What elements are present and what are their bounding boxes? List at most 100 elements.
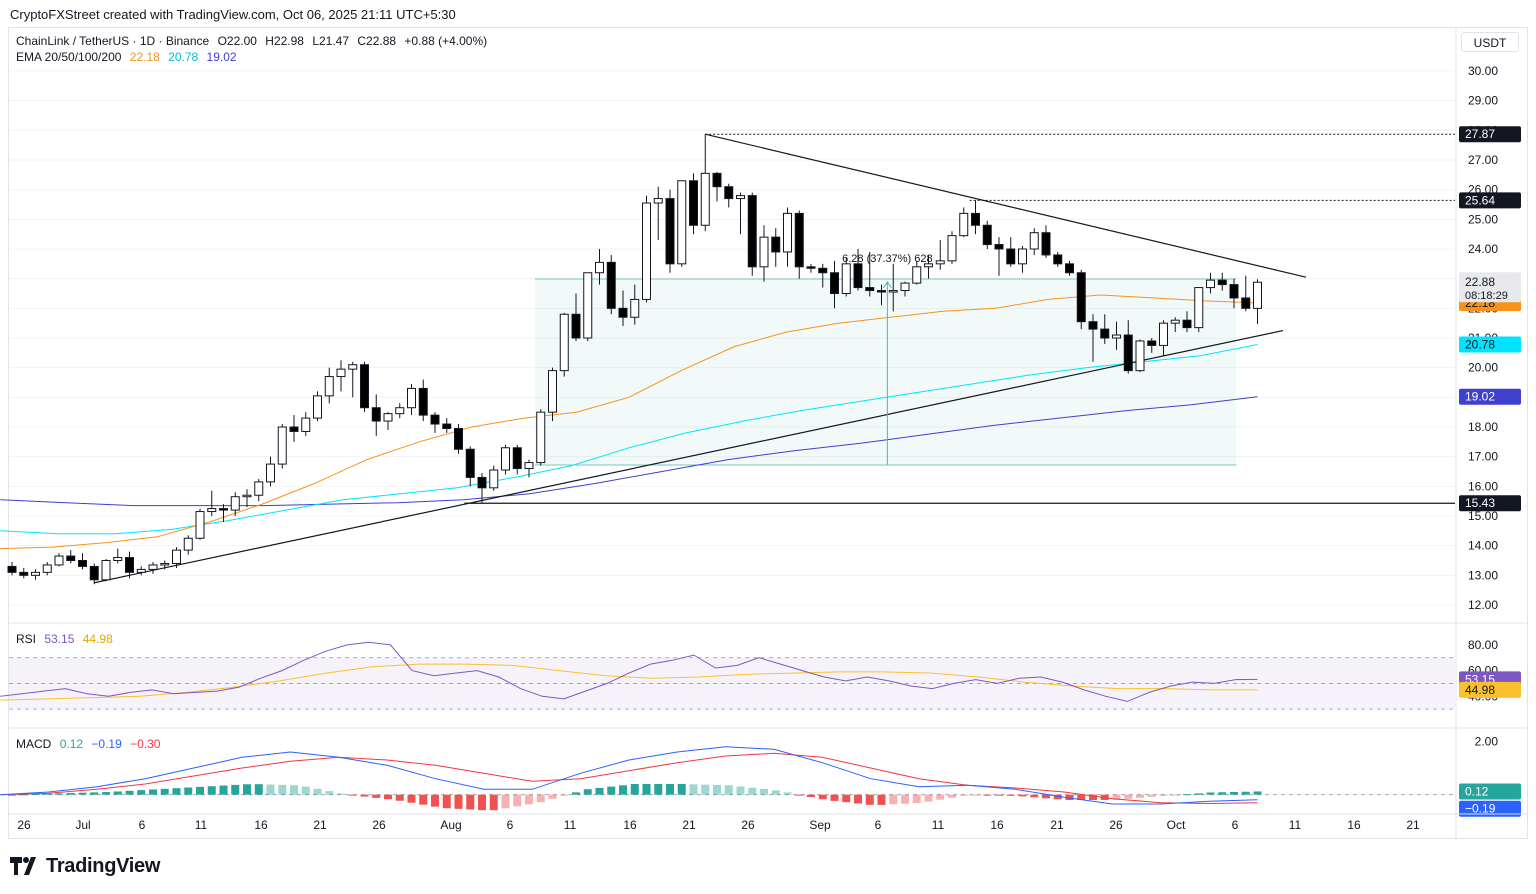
macd-histogram-bar [395,794,404,801]
time-tick-label: 21 [682,818,696,832]
high-value: H22.98 [265,34,304,48]
candle-body [324,376,334,397]
resistance-price-tag-bg [1459,192,1521,209]
macd-histogram-bar [1053,794,1062,800]
chart-frame[interactable] [8,27,1528,839]
candle-body [254,481,264,496]
macd-histogram-bar [290,785,298,795]
macd-histogram-bar [677,784,686,795]
candle-body [653,198,663,204]
candle-body [360,364,369,409]
candle-body [912,266,922,284]
support-price-tag-bg [1459,495,1521,512]
candle-body [465,448,475,478]
candle-body [1217,279,1227,286]
candle-body [1006,248,1016,265]
candle-body [371,407,381,422]
candle-body [830,272,839,295]
tradingview-logo[interactable]: TradingView [10,853,160,879]
macd-histogram-bar [278,784,287,795]
candle-body [1065,263,1074,274]
time-tick-label: 26 [1109,818,1123,832]
time-tick-label: 16 [990,818,1004,832]
macd-histogram-bar [595,787,604,795]
candle-body [1041,232,1051,256]
macd-histogram-bar [536,794,545,803]
price-tick-label: 18.00 [1468,420,1498,434]
price-tick-label: 24.00 [1468,242,1498,256]
macd-histogram-bar [818,794,827,800]
time-tick-label: 26 [372,818,386,832]
macd-histogram-bar [807,794,815,798]
currency-selector[interactable]: USDT [1461,32,1519,52]
time-tick-label: 21 [1406,818,1420,832]
ema-label: EMA 20/50/100/200 [16,50,122,64]
macd-histogram-bar [243,784,251,795]
macd-histogram-bar [1065,794,1074,800]
measure-label: 6.28 (37.37%) 628 [842,253,933,265]
candle-body [630,298,640,318]
macd-histogram-bar [113,791,122,795]
time-tick-label: 11 [195,818,208,832]
macd-histogram-bar [865,794,874,805]
candle-body [806,266,816,269]
macd-histogram-bar [172,788,181,795]
candle-body [1159,322,1168,346]
macd-histogram-bar [1077,794,1086,800]
rsi-legend: RSI 53.15 44.98 [16,632,118,646]
candle-body [677,180,687,265]
macd-histogram-bar [983,794,992,796]
time-tick-label: 11 [564,818,577,832]
macd-histogram-bar [219,785,228,795]
candle-body [230,496,240,511]
macd-histogram-bar [548,794,557,799]
macd-histogram-bar [1124,794,1133,799]
candle-body [571,313,581,339]
candles [7,134,1262,585]
symbol-name: ChainLink / TetherUS · 1D · Binance [16,34,210,48]
macd-histogram-bar [207,786,216,795]
macd-title: MACD [16,737,52,751]
time-tick-label: 21 [313,818,327,832]
macd-histogram-bar [783,792,792,795]
macd-histogram-bar [971,794,980,796]
macd-histogram-bar [619,785,627,795]
ema-legend: EMA 20/50/100/200 22.18 20.78 19.02 [16,50,242,64]
time-tick-label: Sep [809,818,831,832]
candle-body [1100,328,1110,339]
candle-body [512,447,522,470]
macd-line-value: −0.19 [91,737,122,751]
candle-body [136,568,146,573]
macd-histogram-bar [666,784,674,795]
candle-body [219,508,228,511]
macd-histogram-bar [1006,794,1015,796]
time-tick-label: 6 [1232,818,1239,832]
candle-body [313,395,322,419]
macd-histogram-bar [854,794,862,804]
price-tick-label: 17.00 [1468,450,1498,464]
countdown-tag: 08:18:29 [1465,290,1508,302]
rsi-value: 53.15 [44,632,75,646]
support-price-tag: 15.43 [1465,496,1495,510]
price-tick-label: 15.00 [1468,509,1498,523]
macd-histogram-bar [325,791,334,795]
macd-histogram-bar [384,794,392,800]
macd-histogram-bar [102,792,110,795]
macd-histogram-bar [724,785,733,795]
candle-body [865,287,875,292]
macd-histogram-bar [1171,794,1180,796]
macd-histogram-bar [912,794,921,803]
candle-body [31,571,40,576]
time-tick-label: Aug [440,818,461,832]
ema200-price-tag: 19.02 [1465,390,1495,404]
macd-histogram-bar [572,792,580,795]
rsi-ma-tag-bg [1459,681,1521,698]
candle-body [1206,279,1215,289]
macd-line [0,746,1258,805]
resistance-price-tag: 25.64 [1465,193,1495,207]
macd-histogram-bar [55,793,63,795]
high-price-tag: 27.87 [1465,127,1495,141]
macd-histogram-bar [1194,793,1203,795]
